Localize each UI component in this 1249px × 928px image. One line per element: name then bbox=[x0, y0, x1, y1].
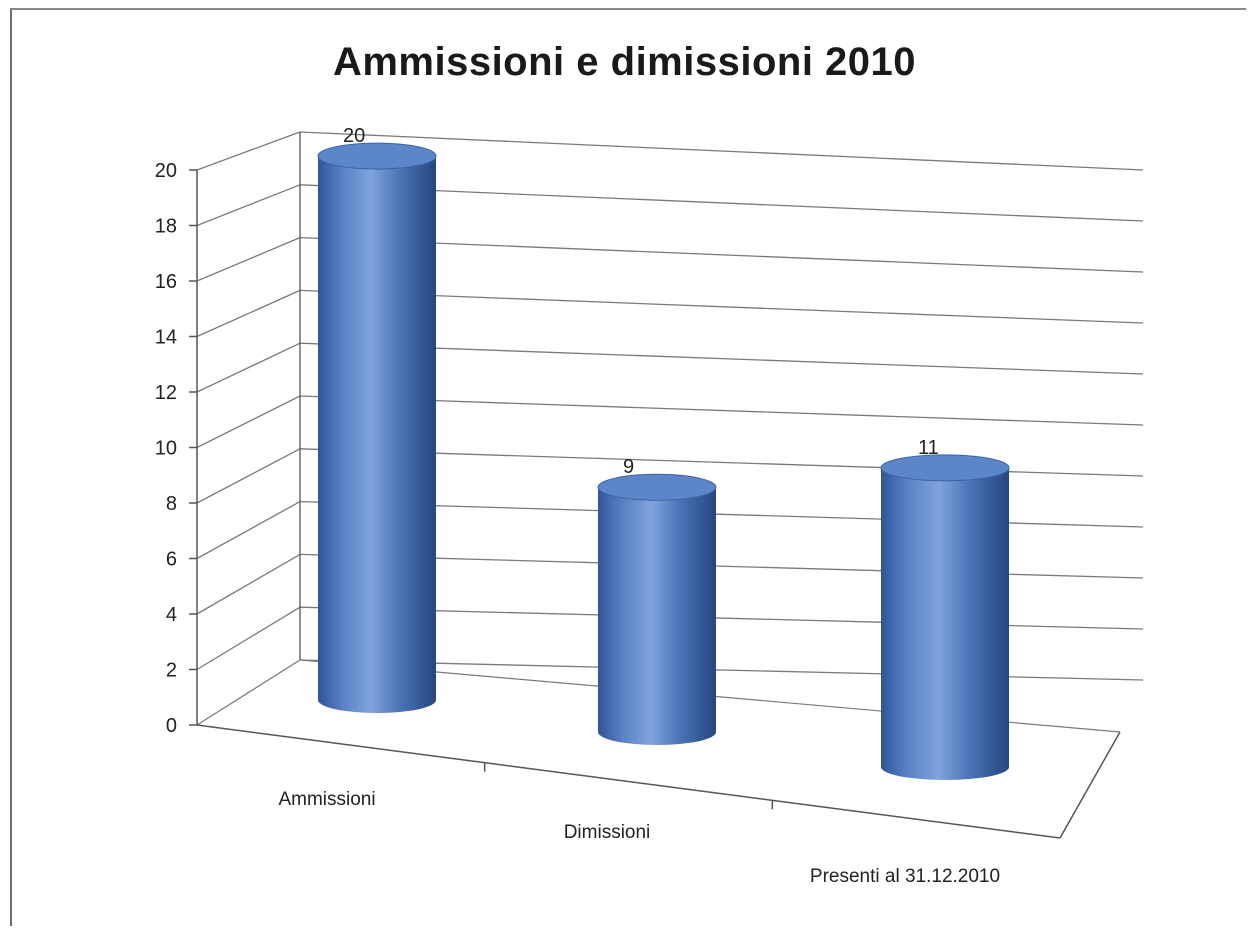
side-gridline bbox=[196, 553, 301, 615]
data-label: 9 bbox=[623, 456, 634, 478]
bar bbox=[597, 473, 717, 745]
bar-top bbox=[317, 142, 437, 170]
chart-title: Ammissioni e dimissioni 2010 bbox=[332, 40, 917, 84]
bar bbox=[317, 142, 437, 714]
side-gridline bbox=[196, 342, 301, 393]
labels-layer: 0 2 4 6 8 10 12 14 16 18 20 20 9 11 Ammissioni Dimissio… bbox=[155, 125, 1000, 887]
y-tick-label: 0 bbox=[166, 715, 177, 737]
floor-right-edge bbox=[1059, 731, 1121, 839]
x-category-label: Dimissioni bbox=[564, 822, 651, 843]
side-gridline bbox=[196, 131, 301, 171]
bar bbox=[880, 454, 1010, 780]
back-gridline bbox=[299, 236, 1144, 273]
back-gridline bbox=[299, 289, 1144, 324]
back-gridline bbox=[299, 342, 1144, 375]
y-tick-label: 10 bbox=[155, 438, 177, 460]
side-gridline bbox=[196, 659, 301, 726]
back-gridline bbox=[299, 395, 1144, 426]
side-gridline bbox=[196, 237, 301, 282]
side-gridline bbox=[196, 448, 301, 504]
y-tick-label: 14 bbox=[155, 327, 177, 349]
side-gridline bbox=[196, 289, 301, 338]
x-category-label: Ammissioni bbox=[278, 789, 375, 810]
x-category-label: Presenti al 31.12.2010 bbox=[810, 866, 1000, 887]
y-tick-label: 4 bbox=[166, 604, 177, 626]
bar-top bbox=[597, 473, 717, 501]
side-gridline bbox=[196, 501, 301, 560]
back-gridline bbox=[299, 184, 1144, 222]
side-gridline bbox=[196, 606, 301, 671]
bar-body bbox=[318, 156, 436, 714]
y-tick-label: 6 bbox=[166, 549, 177, 571]
data-label: 20 bbox=[343, 125, 365, 147]
data-label: 11 bbox=[918, 437, 939, 459]
side-gridline bbox=[196, 395, 301, 449]
chart-frame bbox=[10, 8, 1246, 926]
y-tick-label: 20 bbox=[155, 160, 177, 182]
y-tick-label: 16 bbox=[155, 271, 177, 293]
y-tick-label: 18 bbox=[155, 216, 177, 238]
bar-body bbox=[598, 487, 716, 745]
y-tick-label: 2 bbox=[166, 660, 177, 682]
bar-body bbox=[881, 467, 1009, 780]
side-gridline bbox=[196, 184, 301, 227]
bar-top bbox=[880, 454, 1010, 482]
y-tick-label: 8 bbox=[166, 493, 177, 515]
y-tick-label: 12 bbox=[155, 382, 177, 404]
x-axis-line bbox=[196, 724, 1061, 839]
back-gridline bbox=[299, 131, 1144, 171]
bars-layer bbox=[317, 142, 1010, 780]
